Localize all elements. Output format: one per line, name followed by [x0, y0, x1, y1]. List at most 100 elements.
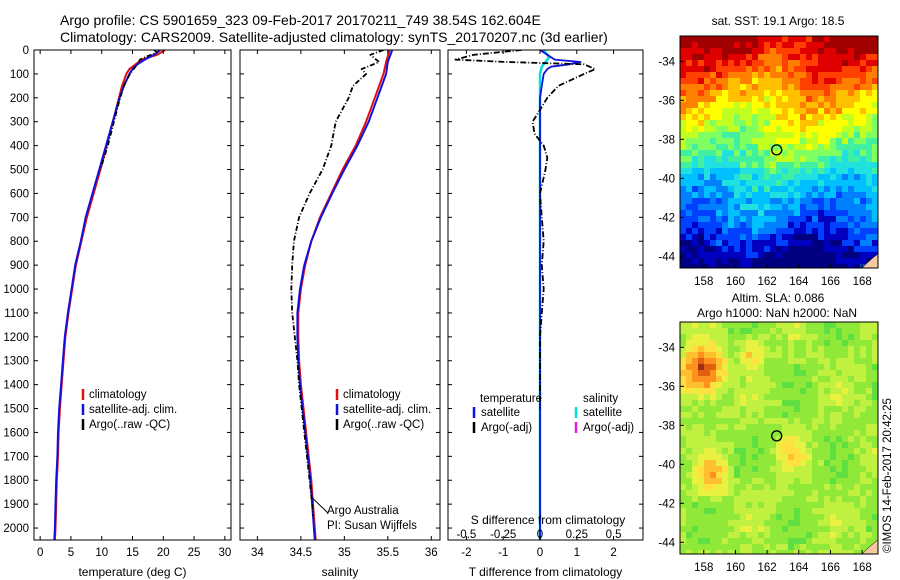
sst-map-cell [716, 252, 722, 258]
sla-map-cell [770, 412, 776, 418]
sla-map-cell [872, 400, 878, 406]
sla-map-cell [692, 430, 698, 436]
sla-map-cell [686, 418, 692, 424]
sla-map-cell [860, 454, 866, 460]
sst-map-cell [752, 90, 758, 96]
sst-map-cell [824, 60, 830, 66]
sst-map-cell [686, 174, 692, 180]
sst-map-cell [854, 174, 860, 180]
sla-map-cell [782, 526, 788, 532]
sla-map-cell [824, 466, 830, 472]
sst-map-cell [704, 96, 710, 102]
sst-map-cell [860, 84, 866, 90]
sst-map-cell [704, 90, 710, 96]
sst-map-cell [848, 138, 854, 144]
sst-map-cell [776, 126, 782, 132]
sst-map-cell [836, 252, 842, 258]
sst-map-cell [788, 114, 794, 120]
sst-map-cell [722, 132, 728, 138]
sla-map-cell [692, 364, 698, 370]
sst-map-cell [854, 138, 860, 144]
sst-map-cell [848, 144, 854, 150]
sst-map-cell [776, 90, 782, 96]
sla-map-cell [686, 430, 692, 436]
sla-map-cell [764, 526, 770, 532]
sla-map-cell [722, 472, 728, 478]
sla-map-cell [776, 400, 782, 406]
sla-map-cell [848, 322, 854, 328]
sla-map-cell [818, 376, 824, 382]
sla-map-cell [806, 466, 812, 472]
sst-map-cell [872, 162, 878, 168]
sst-map-cell [770, 222, 776, 228]
sla-map-cell [848, 412, 854, 418]
sla-map-cell [854, 340, 860, 346]
sla-map-cell [728, 430, 734, 436]
sst-map-cell [872, 240, 878, 246]
sla-map-cell [848, 550, 854, 554]
series-line-argo-raw-qc- [290, 50, 384, 517]
sla-map-cell [686, 340, 692, 346]
sla-map-cell [680, 490, 686, 496]
sst-map-cell [686, 36, 692, 42]
sst-map-cell [776, 120, 782, 126]
sla-map-cell [800, 496, 806, 502]
sla-map-cell [722, 424, 728, 430]
sst-map-cell [800, 54, 806, 60]
sst-map-cell [872, 132, 878, 138]
sla-map-cell [716, 496, 722, 502]
sla-map-cell [854, 532, 860, 538]
sst-map-cell [764, 84, 770, 90]
sst-map-cell [740, 180, 746, 186]
sla-map-cell [812, 376, 818, 382]
sla-map-cell [860, 466, 866, 472]
sst-map-cell [716, 102, 722, 108]
sst-map-cell [740, 156, 746, 162]
sla-map-cell [830, 400, 836, 406]
sst-map-cell [800, 228, 806, 234]
sst-map-cell [722, 156, 728, 162]
sla-map-cell [812, 430, 818, 436]
depth-tick-label: 1300 [3, 356, 29, 368]
sst-map-cell [830, 156, 836, 162]
sst-map-cell [686, 108, 692, 114]
sla-map-cell [722, 466, 728, 472]
sst-map-cell [800, 168, 806, 174]
sst-map-cell [860, 144, 866, 150]
sst-map-cell [764, 96, 770, 102]
sla-map-cell [824, 340, 830, 346]
sla-map-cell [830, 436, 836, 442]
sla-map-cell [854, 502, 860, 508]
sst-map-cell [872, 114, 878, 120]
sla-map-cell [770, 502, 776, 508]
sla-map-cell [698, 334, 704, 340]
sla-map-cell [854, 442, 860, 448]
sla-map-cell [812, 328, 818, 334]
sst-map-cell [728, 168, 734, 174]
sla-map-cell [758, 406, 764, 412]
sst-map-cell [698, 252, 704, 258]
sst-map-cell [794, 186, 800, 192]
sla-map-cell [860, 532, 866, 538]
sst-map-cell [734, 198, 740, 204]
sst-map-cell [746, 162, 752, 168]
sst-map-cell [752, 162, 758, 168]
sla-map-cell [764, 388, 770, 394]
sla-map-cell [686, 370, 692, 376]
sst-map-cell [830, 132, 836, 138]
sla-map-cell [722, 364, 728, 370]
sst-map-cell [722, 168, 728, 174]
sla-map-cell [740, 466, 746, 472]
sst-map-ytick-label: -40 [658, 173, 675, 185]
sst-map-cell [788, 108, 794, 114]
sla-map-cell [794, 442, 800, 448]
sla-map-cell [860, 424, 866, 430]
sla-map-cell [758, 436, 764, 442]
sst-map-cell [872, 138, 878, 144]
sla-map-cell [710, 340, 716, 346]
sla-map-cell [794, 436, 800, 442]
sla-map-cell [830, 538, 836, 544]
sst-map-cell [842, 108, 848, 114]
sst-map-cell [824, 258, 830, 264]
sla-map-cell [836, 406, 842, 412]
